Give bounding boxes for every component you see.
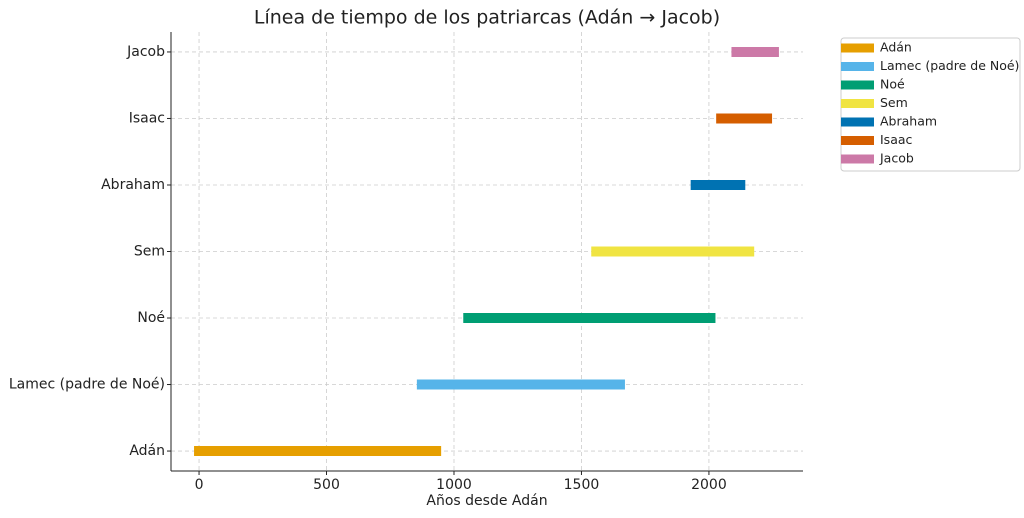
y-tick-label: Adán bbox=[129, 443, 165, 459]
legend-label: Adán bbox=[880, 40, 912, 55]
y-tick-label: Isaac bbox=[129, 110, 165, 126]
y-tick-label: Sem bbox=[134, 244, 165, 260]
chart-title: Línea de tiempo de los patriarcas (Adán … bbox=[254, 7, 720, 29]
legend-swatch bbox=[841, 136, 874, 145]
y-tick-label: Lamec (padre de Noé) bbox=[9, 377, 165, 393]
x-tick-label: 500 bbox=[313, 477, 340, 493]
legend-swatch bbox=[841, 154, 874, 164]
legend-swatch bbox=[841, 43, 874, 53]
y-tick-label: Noé bbox=[137, 310, 165, 326]
x-tick-label: 0 bbox=[195, 477, 204, 493]
y-tick-label: Jacob bbox=[126, 44, 165, 60]
legend-swatch bbox=[841, 80, 874, 90]
y-tick-label: Abraham bbox=[101, 177, 165, 193]
x-tick-label: 2000 bbox=[691, 477, 727, 493]
legend-label: Jacob bbox=[879, 151, 914, 166]
legend-swatch bbox=[841, 117, 874, 127]
x-tick-label: 1500 bbox=[564, 477, 600, 493]
legend-label: Sem bbox=[880, 95, 908, 110]
legend-swatch bbox=[841, 99, 874, 108]
x-axis-label: Años desde Adán bbox=[426, 493, 547, 509]
legend-swatch bbox=[841, 62, 874, 71]
legend-label: Isaac bbox=[880, 132, 913, 147]
legend-label: Abraham bbox=[880, 114, 937, 129]
legend-label: Lamec (padre de Noé) bbox=[880, 58, 1019, 73]
legend-label: Noé bbox=[880, 77, 905, 92]
x-tick-label: 1000 bbox=[436, 477, 472, 493]
